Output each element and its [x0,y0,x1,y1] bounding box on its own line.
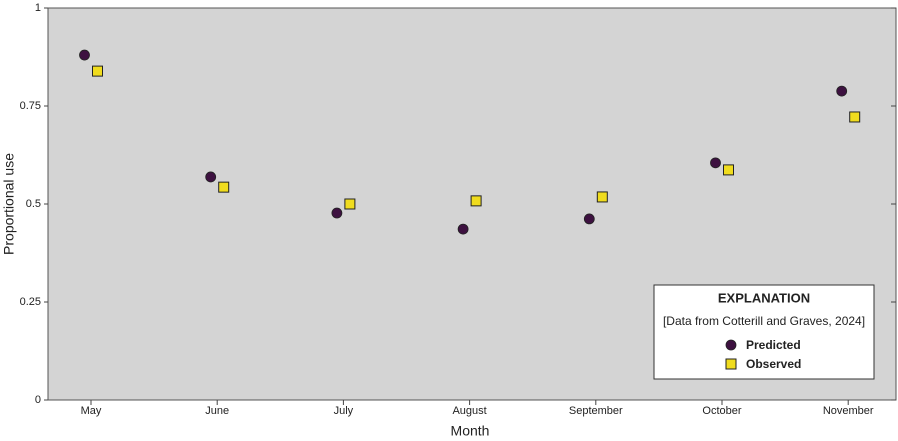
y-tick-label: 0.5 [26,198,41,210]
observed-marker [470,195,482,207]
observed-marker [849,111,861,123]
y-tick-label: 0 [35,394,41,406]
x-tick-label: August [452,405,486,417]
y-tick-label: 0.75 [20,100,41,112]
y-tick-label: 1 [35,2,41,14]
legend-subtitle: [Data from Cotterill and Graves, 2024] [663,314,865,328]
observed-marker [218,181,230,193]
y-tick-label: 0.25 [20,296,41,308]
observed-marker [596,191,608,203]
predicted-marker [836,85,848,97]
observed-marker [92,65,103,77]
x-tick-label: November [823,405,874,417]
predicted-marker [457,223,469,235]
legend: EXPLANATION [Data from Cotterill and Gra… [653,284,875,380]
x-tick-label: June [205,405,229,417]
observed-marker [725,358,737,370]
legend-title: EXPLANATION [718,290,810,305]
predicted-marker [205,171,217,183]
x-tick-label: October [702,405,741,417]
predicted-marker [79,49,90,61]
observed-marker [723,164,734,176]
y-axis-title: Proportional use [1,153,17,255]
x-tick-label: May [81,405,102,417]
observed-marker [344,198,356,210]
x-axis-title: Month [451,423,490,439]
predicted-marker [725,339,737,351]
legend-box [653,284,875,380]
predicted-marker [331,207,343,219]
predicted-marker [710,157,721,169]
legend-label: Predicted [746,338,801,352]
predicted-marker [583,213,595,225]
legend-label: Observed [746,357,801,371]
x-tick-label: September [569,405,623,417]
x-tick-label: July [334,405,354,417]
